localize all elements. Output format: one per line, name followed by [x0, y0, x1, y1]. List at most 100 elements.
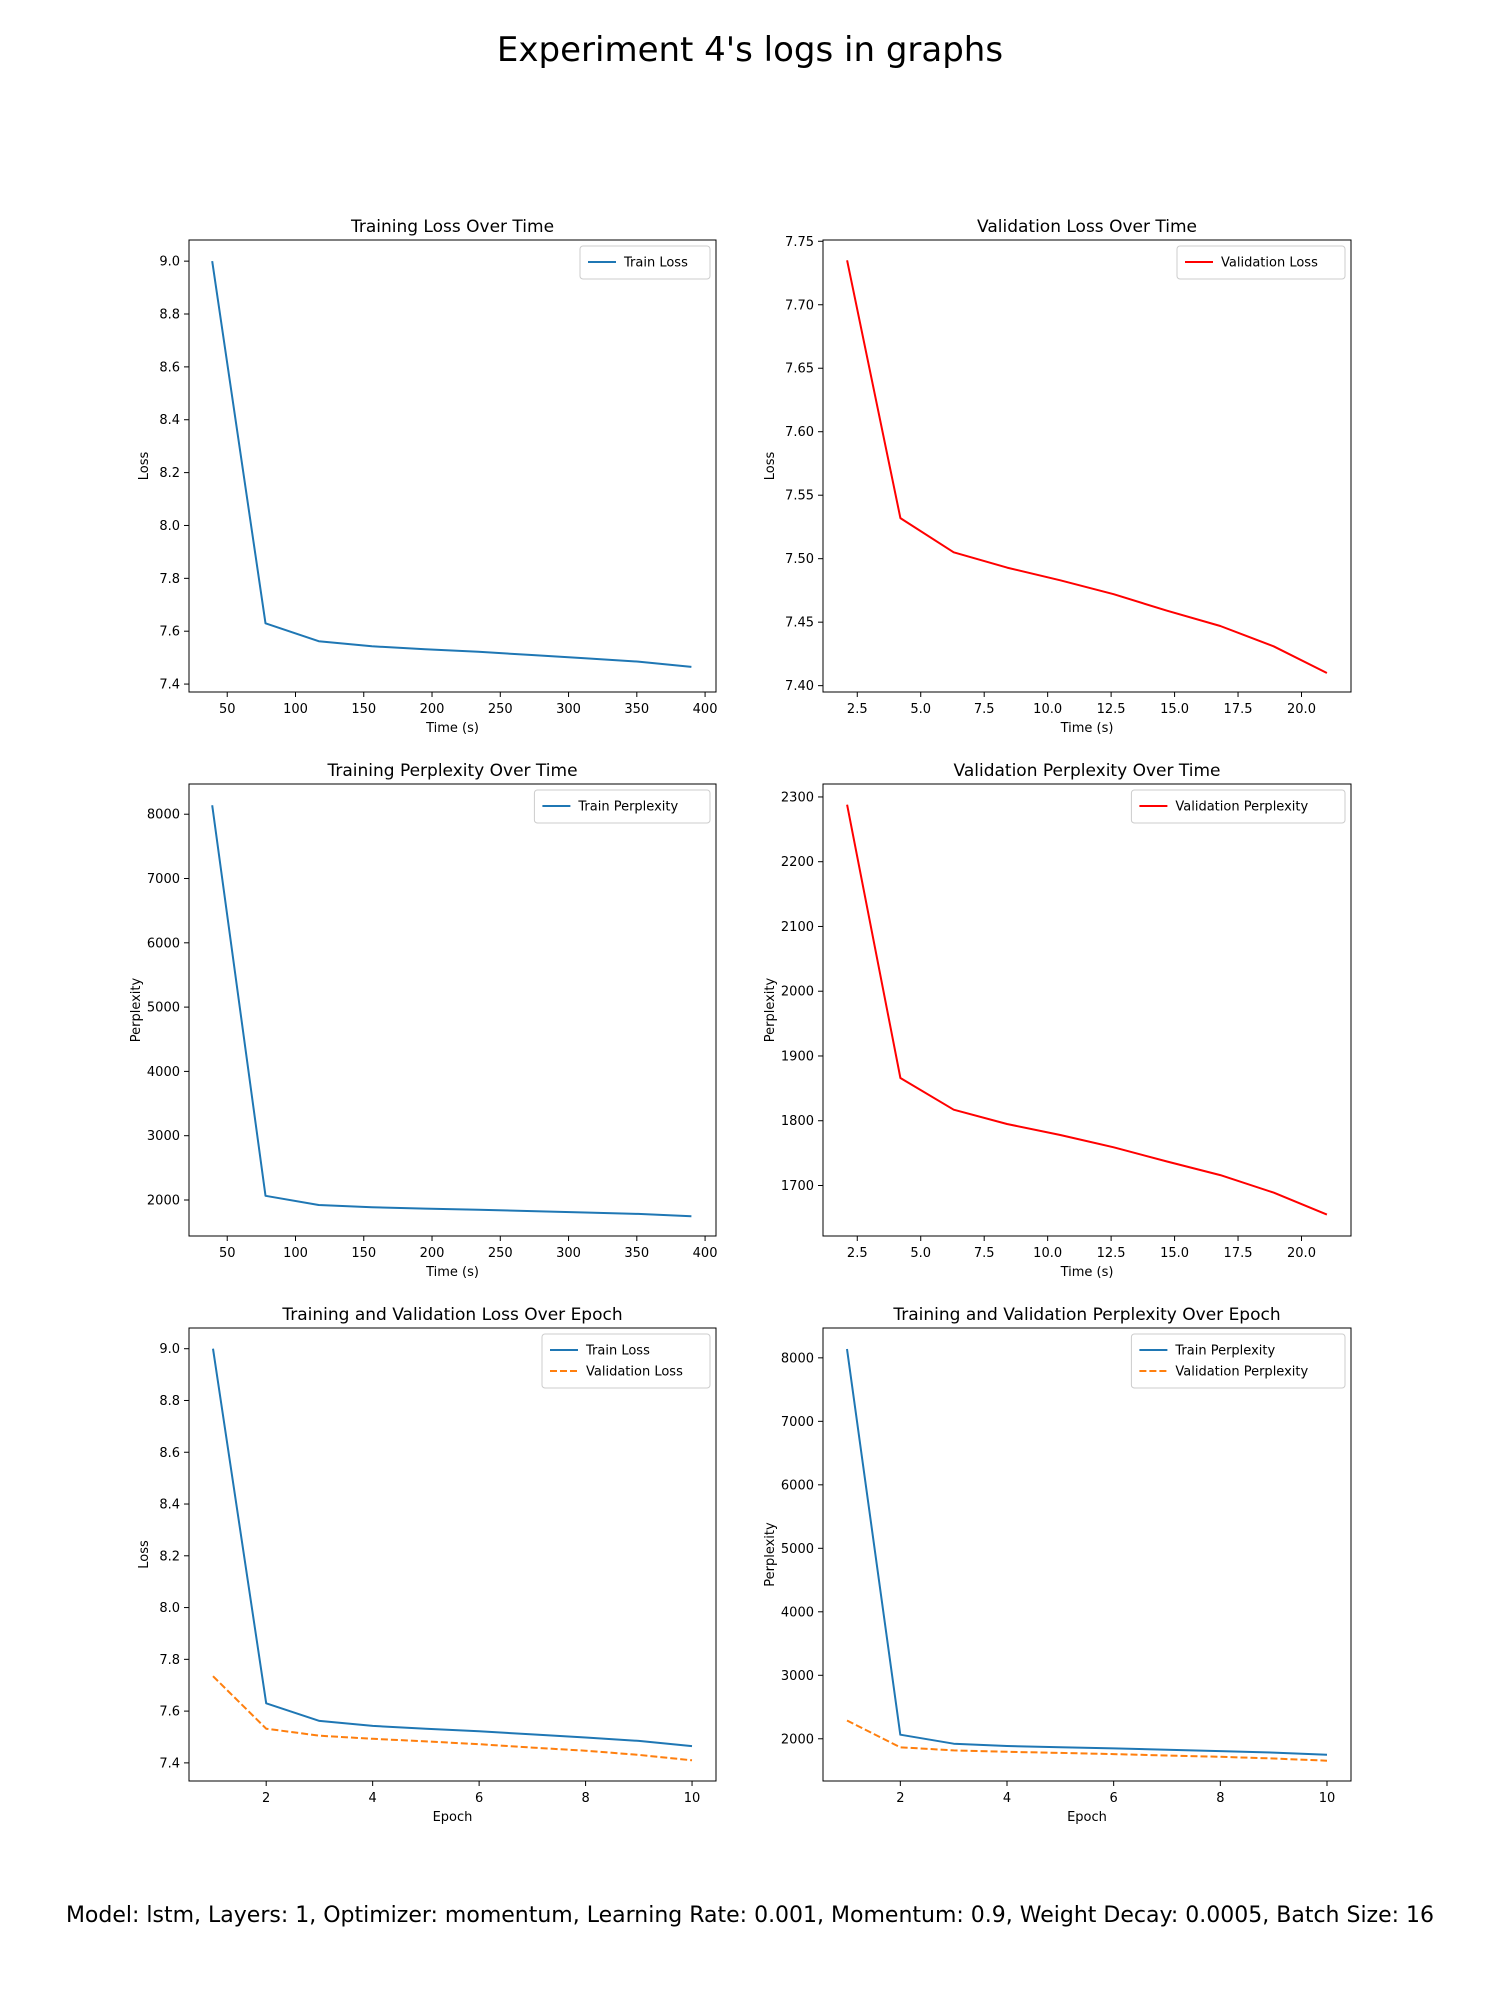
series-line [211, 805, 692, 1218]
y-tick-label: 8000 [147, 808, 180, 823]
legend-box [1130, 1333, 1346, 1389]
legend-label: Validation Loss [1221, 256, 1318, 271]
legend-label: Validation Perplexity [1175, 800, 1308, 815]
y-tick-label: 7000 [781, 1415, 814, 1430]
y-tick-label: 4000 [781, 1605, 814, 1620]
plot-frame [188, 239, 717, 693]
x-tick-label: 50 [219, 702, 236, 717]
x-axis-label: Time (s) [425, 721, 479, 736]
y-tick-label: 8.0 [159, 1601, 180, 1616]
plot-frame [822, 783, 1352, 1237]
x-axis-label: Epoch [1067, 1810, 1107, 1825]
x-tick-label: 400 [693, 1246, 718, 1261]
y-axis-label: Loss [137, 452, 152, 481]
chart-legend: Validation Perplexity [1130, 789, 1346, 824]
x-tick-label: 12.5 [1097, 1246, 1126, 1261]
x-tick-label: 8 [1216, 1791, 1224, 1806]
series-line [212, 1348, 693, 1748]
legend-label: Train Perplexity [577, 800, 678, 815]
chart-title: Training Perplexity Over Time [326, 761, 577, 781]
chart-legend: Train Perplexity Validation Perplexity [1130, 1333, 1346, 1389]
legend-box [579, 245, 711, 280]
y-tick-label: 7.50 [785, 552, 814, 567]
y-tick-label: 7.4 [159, 1756, 180, 1771]
y-tick-label: 7.6 [159, 1705, 180, 1720]
x-tick-label: 6 [475, 1791, 483, 1806]
y-axis-label: Loss [763, 452, 778, 481]
y-tick-label: 7.4 [159, 678, 180, 693]
y-tick-label: 7.40 [785, 679, 814, 694]
x-tick-label: 150 [351, 702, 376, 717]
x-tick-label: 400 [693, 702, 718, 717]
x-tick-label: 150 [351, 1246, 376, 1261]
chart-title: Training and Validation Perplexity Over … [892, 1305, 1280, 1325]
chart-legend: Train Perplexity [533, 789, 711, 824]
chart-title: Training Loss Over Time [350, 217, 554, 237]
y-tick-label: 8000 [781, 1351, 814, 1366]
chart-panel-3: Training Perplexity Over Time 50 100 150 200… [129, 761, 718, 1280]
y-tick-label: 8.6 [159, 360, 180, 375]
x-tick-label: 250 [488, 1246, 513, 1261]
x-tick-label: 200 [420, 702, 445, 717]
legend-box [541, 1333, 711, 1389]
x-tick-label: 250 [488, 702, 513, 717]
y-tick-label: 7.8 [159, 572, 180, 587]
x-tick-label: 10.0 [1033, 1246, 1062, 1261]
legend-label: Train Loss [623, 256, 688, 271]
x-axis-label: Time (s) [425, 1265, 479, 1280]
y-tick-label: 8.4 [159, 413, 180, 428]
plot-frame [188, 783, 717, 1237]
series-line [212, 1675, 693, 1762]
y-tick-label: 6000 [147, 936, 180, 951]
plot-frame [188, 1327, 717, 1782]
y-tick-label: 2000 [781, 1732, 814, 1747]
x-tick-label: 7.5 [974, 1246, 995, 1261]
chart-title: Validation Perplexity Over Time [954, 761, 1221, 781]
x-tick-label: 2 [896, 1791, 904, 1806]
y-tick-label: 5000 [147, 1001, 180, 1016]
x-tick-label: 12.5 [1097, 702, 1126, 717]
chart-panel-5: Training and Validation Loss Over Epoch 2… [137, 1305, 717, 1825]
x-tick-label: 350 [624, 702, 649, 717]
x-tick-label: 200 [420, 1246, 445, 1261]
y-tick-label: 7000 [147, 872, 180, 887]
plot-frame [822, 1327, 1352, 1782]
y-tick-label: 5000 [781, 1542, 814, 1557]
y-tick-label: 6000 [781, 1478, 814, 1493]
y-axis-label: Perplexity [763, 977, 778, 1042]
chart-title: Validation Loss Over Time [977, 217, 1197, 237]
x-axis-label: Time (s) [1060, 1265, 1114, 1280]
y-tick-label: 8.6 [159, 1446, 180, 1461]
y-tick-label: 7.75 [785, 235, 814, 250]
y-tick-label: 2100 [781, 920, 814, 935]
legend-box [1176, 245, 1346, 280]
y-tick-label: 1900 [781, 1049, 814, 1064]
y-tick-label: 7.55 [785, 489, 814, 504]
y-tick-label: 7.60 [785, 425, 814, 440]
y-tick-label: 2000 [147, 1193, 180, 1208]
chart-legend: Train Loss Validation Loss [541, 1333, 711, 1389]
y-tick-label: 9.0 [159, 255, 180, 270]
series-line [846, 260, 1328, 674]
x-tick-label: 15.0 [1160, 702, 1189, 717]
legend-label: Train Perplexity [1174, 1344, 1275, 1359]
x-tick-label: 6 [1110, 1791, 1118, 1806]
x-axis-label: Epoch [433, 1810, 473, 1825]
figure-title: Experiment 4's logs in graphs [496, 30, 1004, 70]
x-tick-label: 15.0 [1160, 1246, 1189, 1261]
x-tick-label: 100 [283, 702, 308, 717]
chart-legend: Validation Loss [1176, 245, 1346, 280]
x-tick-label: 10 [1319, 1791, 1336, 1806]
x-tick-label: 17.5 [1224, 702, 1253, 717]
legend-label: Train Loss [585, 1344, 650, 1359]
x-tick-label: 8 [581, 1791, 589, 1806]
y-tick-label: 7.6 [159, 625, 180, 640]
x-tick-label: 4 [369, 1791, 377, 1806]
x-tick-label: 300 [556, 1246, 581, 1261]
x-tick-label: 4 [1003, 1791, 1011, 1806]
y-tick-label: 7.65 [785, 362, 814, 377]
y-tick-label: 3000 [147, 1129, 180, 1144]
series-line [846, 1348, 1328, 1756]
chart-panel-1: Training Loss Over Time 50 100 150 200 250 300… [137, 217, 717, 736]
x-axis-label: Time (s) [1060, 721, 1114, 736]
